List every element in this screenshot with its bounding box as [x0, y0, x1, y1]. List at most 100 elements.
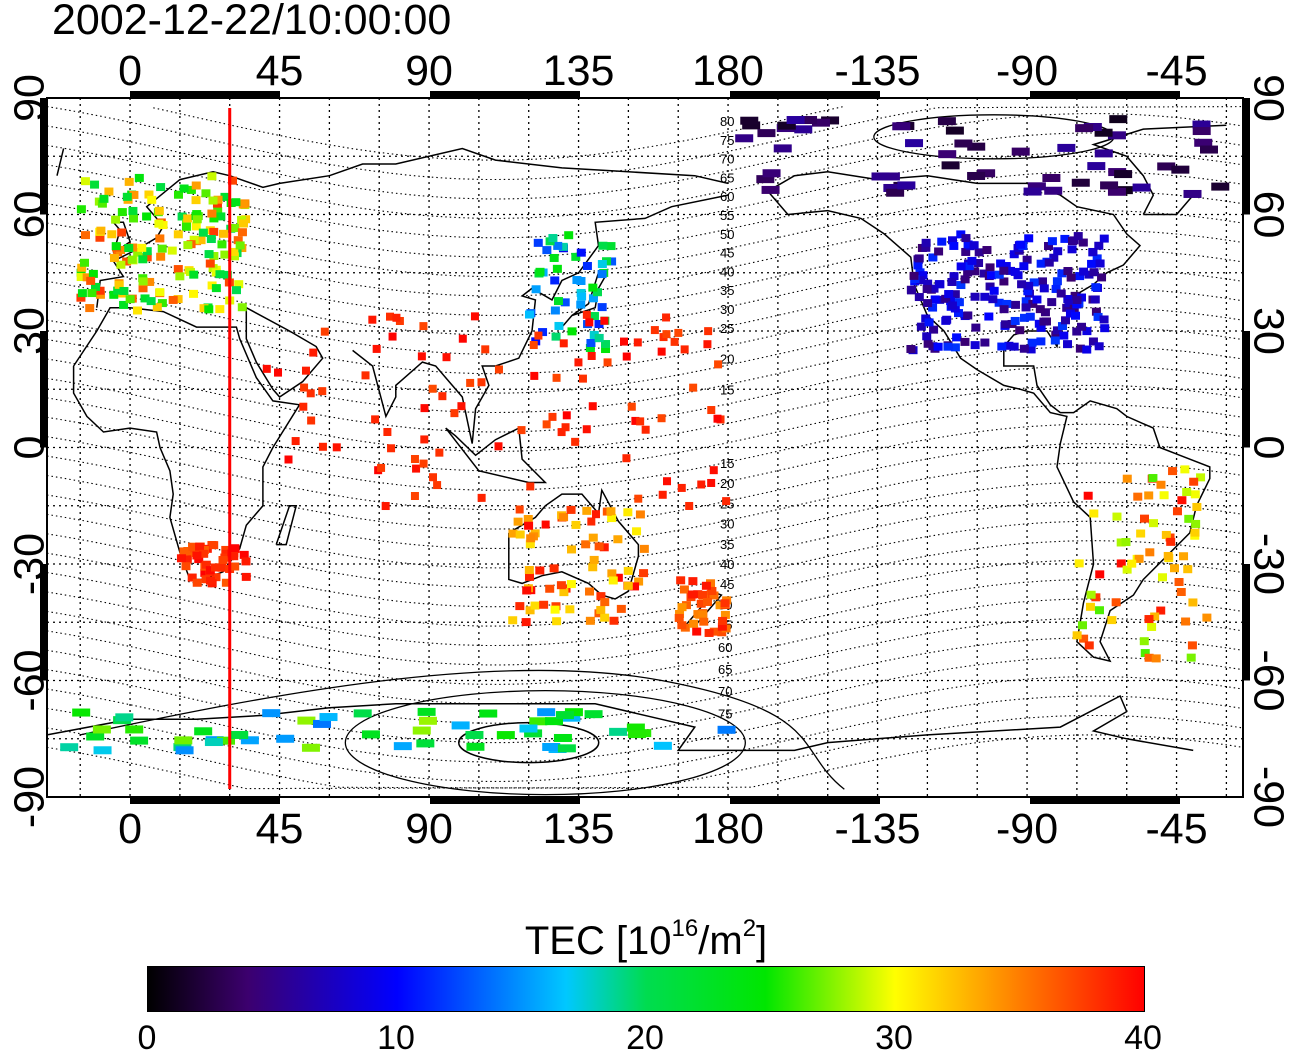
tec-cell: [237, 228, 247, 237]
colorbar: [147, 966, 1145, 1012]
right-lat-tick-label: 0: [1245, 436, 1292, 460]
tec-cell: [597, 260, 607, 269]
tec-cell: [113, 286, 123, 295]
tec-cell: [559, 513, 569, 522]
tec-cell: [80, 177, 90, 186]
left-lat-tick-label: 60: [5, 191, 53, 239]
tec-cell: [80, 258, 90, 267]
tec-cell: [128, 206, 138, 215]
tec-cell: [1019, 344, 1029, 353]
tec-cell: [960, 337, 970, 346]
tec-cell: [1025, 312, 1035, 321]
tec-cell: [210, 563, 220, 572]
tec-cell: [585, 344, 595, 353]
tec-cell: [680, 345, 689, 354]
tec-cell: [1073, 232, 1083, 241]
tec-cell: [1027, 182, 1046, 191]
magnetic-latitude-contour: [46, 676, 1244, 763]
tec-cell: [173, 230, 183, 239]
tec-cell: [961, 247, 971, 256]
tec-cell: [1075, 272, 1085, 281]
tec-cell: [542, 420, 551, 429]
contour-label: 65: [718, 662, 732, 677]
tec-cell: [300, 383, 309, 392]
tec-cell: [685, 501, 694, 510]
tec-cell: [152, 303, 162, 312]
tec-cell: [985, 263, 995, 272]
map-frame: [40, 91, 1250, 804]
tec-cell: [1122, 474, 1132, 483]
magnetic-latitude-contour: [46, 637, 1244, 724]
tec-cell: [173, 295, 183, 304]
tec-cell: [523, 514, 533, 523]
tec-cell: [632, 527, 642, 536]
tec-cell: [87, 289, 97, 298]
tec-cell: [947, 277, 957, 286]
tec-cell: [1134, 554, 1144, 563]
tec-cell: [720, 610, 730, 619]
tec-cell: [589, 555, 599, 564]
tec-cell: [176, 554, 186, 563]
tec-cell: [550, 306, 560, 315]
tec-cell: [157, 244, 167, 253]
tec-cell: [1075, 344, 1085, 353]
coastline: [72, 306, 301, 581]
tec-cell: [1028, 299, 1038, 308]
bottom-lon-tick-label: 45: [256, 805, 304, 853]
tec-cell: [95, 233, 105, 242]
tec-cell: [921, 243, 931, 252]
left-lat-tick-label: 30: [5, 307, 53, 355]
tec-cell: [173, 265, 183, 274]
tec-cell: [689, 619, 699, 628]
top-lon-tick-label: 180: [692, 47, 764, 95]
tec-cell: [1144, 653, 1154, 662]
tec-cell: [949, 241, 959, 250]
contour-label: 80: [720, 114, 734, 129]
tec-cell: [1052, 326, 1062, 335]
tec-cell: [1144, 491, 1154, 500]
tec-cell: [544, 717, 563, 726]
tec-cell: [715, 601, 725, 610]
contour-label: 35: [720, 283, 734, 298]
tec-cell: [897, 181, 916, 190]
tec-cell: [718, 616, 728, 625]
tec-cell: [641, 425, 650, 434]
tec-cell: [677, 621, 687, 630]
tec-cell: [124, 244, 134, 253]
tec-cell: [586, 339, 596, 348]
tec-cell: [607, 514, 617, 523]
tec-cell: [465, 730, 484, 739]
tec-cell: [393, 742, 412, 751]
bottom-lon-tick-label: 90: [405, 805, 453, 853]
magnetic-contours: 8075706560555045403530252015152025303540…: [46, 105, 1244, 796]
tec-cell: [530, 371, 539, 380]
tec-cell: [596, 592, 606, 601]
tec-cell: [383, 427, 392, 436]
tec-cell: [1076, 322, 1086, 331]
tec-cell: [988, 295, 998, 304]
tec-cell: [1024, 281, 1034, 290]
tec-cell: [156, 252, 166, 261]
tec-cell: [923, 299, 933, 308]
tec-cell: [181, 222, 191, 231]
axis-tick-labels: 0 45 90 135 180 -135 -90 -450 45 90 135 180 -135 -90-…: [5, 47, 1292, 853]
tec-cell: [548, 234, 558, 243]
tec-cell: [410, 455, 419, 464]
tec-cell: [552, 617, 562, 626]
tec-cell: [192, 578, 202, 587]
tec-cell: [937, 117, 956, 126]
tec-cell: [943, 342, 953, 351]
tec-cell: [658, 490, 667, 499]
tec-cell: [99, 194, 109, 203]
plot-border: [46, 97, 1244, 798]
tec-cell: [1094, 149, 1113, 158]
tec-cell: [963, 268, 973, 277]
tec-cell: [689, 383, 698, 392]
tec-cell: [1097, 273, 1107, 282]
tec-cell: [916, 322, 926, 331]
magnetic-latitude-contour: [46, 423, 1244, 511]
tec-cell: [234, 280, 244, 289]
tec-cell: [576, 248, 586, 257]
tec-cell: [588, 533, 598, 542]
tec-cell: [566, 505, 576, 514]
